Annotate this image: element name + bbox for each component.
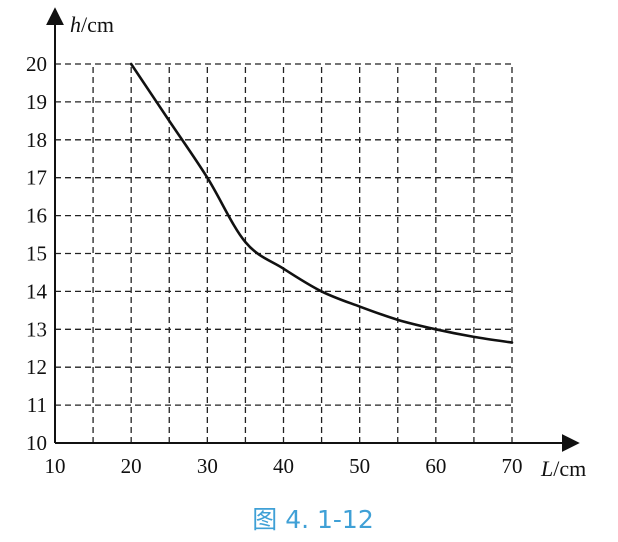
- axes: [46, 7, 580, 452]
- y-tick-label: 14: [26, 279, 48, 303]
- figure-caption: 图 4. 1-12: [252, 505, 374, 534]
- y-tick-label: 11: [27, 393, 47, 417]
- y-tick-label: 16: [26, 204, 47, 228]
- x-axis-label: L/cm: [540, 456, 586, 481]
- y-tick-label: 20: [26, 52, 47, 76]
- y-axis-unit: /cm: [81, 12, 114, 37]
- y-tick-label: 12: [26, 355, 47, 379]
- x-tick-label: 10: [45, 454, 66, 478]
- x-tick-label: 50: [349, 454, 370, 478]
- series-line: [129, 62, 514, 344]
- tick-labels: 10 11 12 13 14 15 16 17 18 19 20 10 20 30 40 50 60 70: [26, 52, 523, 478]
- y-tick-label: 18: [26, 128, 47, 152]
- y-tick-label: 19: [26, 90, 47, 114]
- x-axis-unit: /cm: [553, 456, 586, 481]
- x-axis-variable: L: [540, 456, 553, 481]
- y-axis-label: h/cm: [70, 12, 114, 37]
- x-tick-label: 30: [197, 454, 218, 478]
- y-tick-label: 10: [26, 431, 47, 455]
- x-tick-label: 20: [121, 454, 142, 478]
- y-axis-variable: h: [70, 12, 81, 37]
- x-tick-label: 60: [425, 454, 446, 478]
- x-tick-label: 40: [273, 454, 294, 478]
- y-tick-label: 13: [26, 317, 47, 341]
- x-tick-label: 70: [502, 454, 523, 478]
- series: [129, 62, 514, 344]
- y-tick-label: 15: [26, 242, 47, 266]
- y-tick-label: 17: [26, 166, 47, 190]
- grid: [55, 63, 513, 443]
